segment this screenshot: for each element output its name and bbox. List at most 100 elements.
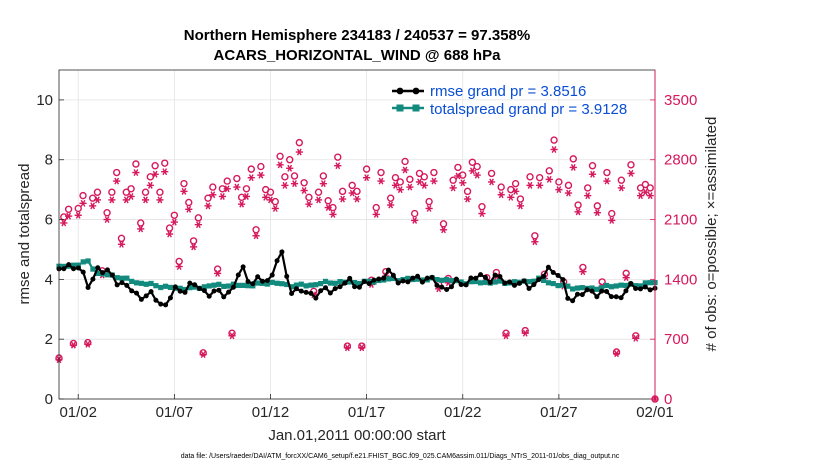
rmse-marker — [129, 288, 135, 294]
totalspread-marker — [75, 262, 81, 268]
star-stroke — [176, 263, 182, 271]
obs-assimilated-marker — [223, 185, 231, 193]
obs-assimilated-marker — [516, 202, 525, 210]
rmse-marker — [356, 284, 362, 290]
obs-possible-marker — [377, 168, 385, 177]
rmse-marker — [429, 274, 435, 280]
totalspread-marker — [264, 281, 270, 287]
star-stroke — [215, 269, 221, 277]
totalspread-marker — [511, 279, 518, 285]
y-tick-label: 4 — [45, 271, 53, 288]
star-stroke — [210, 191, 216, 199]
obs-assimilated-marker — [521, 329, 529, 337]
obs-assimilated-marker — [420, 181, 428, 189]
y-tick-label: 2 — [45, 331, 53, 348]
obs-assimilated-marker — [69, 341, 78, 349]
rmse-marker — [613, 294, 619, 300]
rmse-marker — [439, 284, 445, 290]
rmse-marker — [264, 278, 270, 284]
totalspread-marker — [279, 281, 285, 287]
chart-subtitle: ACARS_HORIZONTAL_WIND @ 688 hPa — [214, 47, 502, 64]
star-stroke — [388, 201, 394, 209]
obs-possible-marker — [165, 224, 174, 232]
star-stroke — [263, 193, 269, 201]
obs-assimilated-marker — [233, 183, 241, 191]
star-stroke — [508, 193, 514, 201]
star-stroke — [340, 195, 345, 203]
rmse-marker — [221, 294, 227, 300]
obs-assimilated-marker — [627, 169, 635, 177]
star-stroke — [195, 221, 201, 229]
totalspread-marker — [153, 283, 159, 289]
legend: rmse grand pr = 3.8516 totalspread grand… — [392, 83, 627, 118]
obs-possible-marker — [617, 176, 626, 184]
rmse-marker — [352, 284, 358, 290]
star-stroke — [580, 268, 586, 276]
x-tick-label: 01/07 — [156, 404, 194, 421]
obs-assimilated-marker — [497, 191, 505, 199]
obs-assimilated-marker — [343, 344, 351, 352]
rmse-marker — [201, 288, 207, 294]
obs-possible-marker — [286, 156, 294, 164]
rmse-marker — [327, 290, 333, 296]
obs-assimilated-marker — [127, 193, 135, 200]
star-stroke — [513, 187, 519, 195]
obs-assimilated-marker — [247, 174, 255, 182]
obs-assimilated-marker — [512, 187, 520, 195]
obs-assimilated-marker — [377, 177, 385, 185]
totalspread-marker — [158, 284, 164, 291]
obs-possible-marker — [526, 173, 534, 181]
totalspread-marker — [458, 279, 464, 285]
totalspread-marker — [187, 285, 193, 291]
x-tick-label: 01/27 — [540, 404, 578, 421]
totalspread-marker — [414, 276, 421, 282]
star-stroke — [426, 204, 432, 212]
rmse-marker — [279, 249, 285, 255]
rmse-marker — [647, 287, 653, 293]
totalspread-marker — [114, 275, 120, 281]
star-stroke — [412, 216, 418, 224]
totalspread-marker — [240, 282, 246, 288]
star-stroke — [479, 210, 485, 218]
x-tick-label: 01/12 — [252, 404, 290, 421]
y-axis-label: rmse and totalspread — [16, 164, 33, 305]
obs-possible-marker — [175, 257, 183, 266]
obs-assimilated-marker — [449, 184, 457, 192]
obs-possible-marker — [305, 193, 313, 202]
star-stroke — [61, 219, 67, 227]
star-stroke — [518, 202, 523, 210]
totalspread-marker — [293, 282, 300, 288]
rmse-marker — [633, 285, 639, 291]
obs-assimilated-marker — [146, 181, 154, 189]
rmse-marker — [492, 272, 498, 278]
obs-possible-marker — [478, 203, 486, 211]
rmse-marker — [502, 280, 508, 286]
obs-assimilated-marker — [180, 187, 188, 195]
rmse-marker — [521, 278, 527, 284]
rmse-marker — [95, 265, 101, 271]
obs-assimilated-marker — [286, 164, 294, 172]
rmse-marker — [637, 286, 643, 292]
obs-possible-marker — [180, 179, 188, 188]
totalspread-marker — [565, 283, 571, 289]
rmse-marker — [599, 288, 605, 294]
star-stroke — [292, 180, 297, 188]
rmse-marker — [109, 272, 115, 278]
rmse-marker — [158, 301, 164, 307]
obs-assimilated-marker — [584, 192, 592, 200]
rmse-marker — [197, 285, 203, 291]
totalspread-marker — [555, 282, 561, 289]
obs-assimilated-marker — [108, 196, 116, 204]
rmse-marker — [570, 298, 576, 304]
rmse-marker — [332, 286, 338, 292]
rmse-marker — [642, 284, 648, 290]
obs-possible-marker — [189, 237, 198, 245]
obs-possible-marker — [194, 214, 203, 222]
totalspread-marker — [177, 285, 183, 291]
rmse-marker — [381, 275, 387, 281]
chart-title: Northern Hemisphere 234183 / 240537 = 97… — [184, 27, 530, 44]
star-stroke — [465, 195, 470, 203]
star-stroke — [258, 171, 264, 179]
obs-assimilated-marker — [74, 211, 82, 219]
star-stroke — [421, 181, 427, 189]
